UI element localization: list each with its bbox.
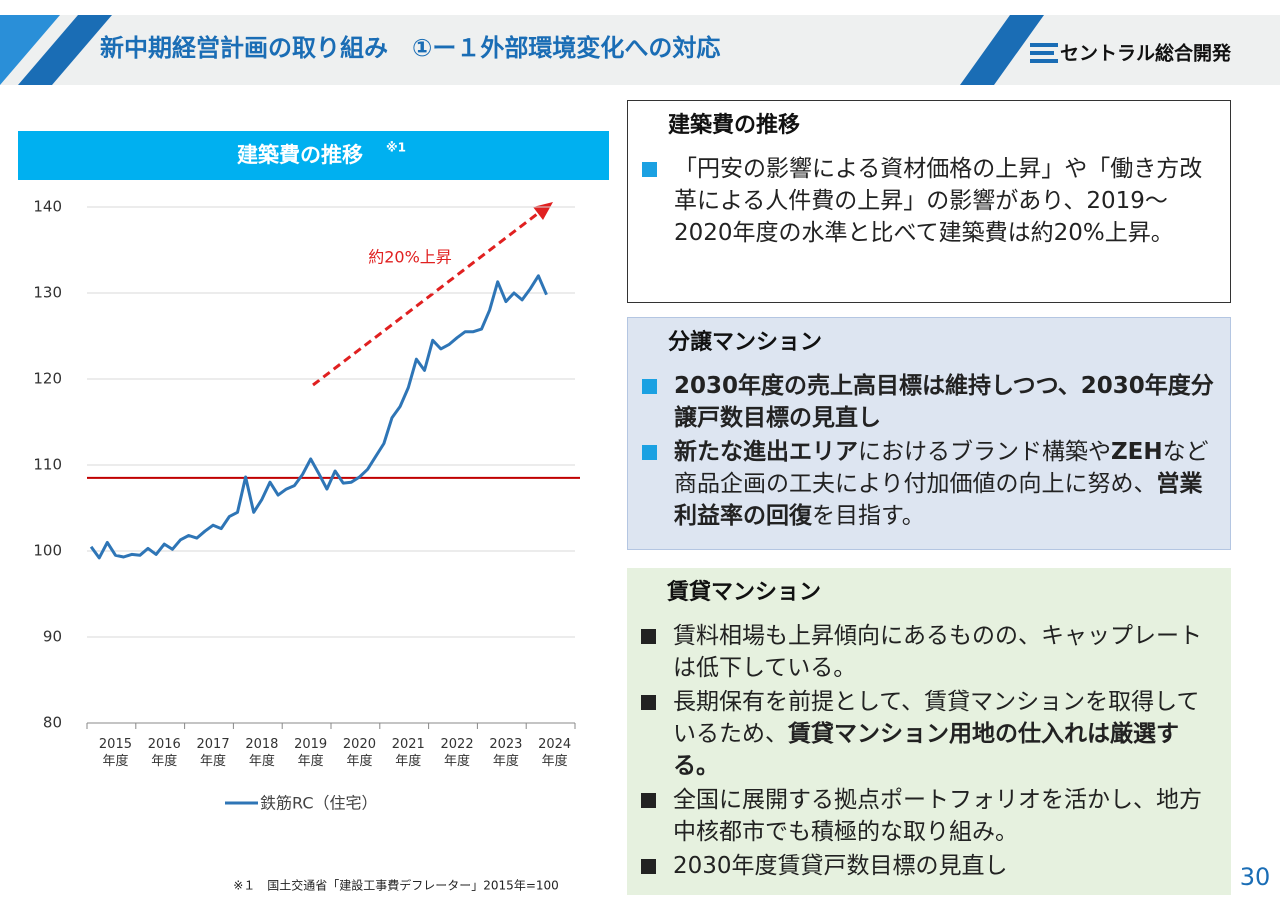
bullet-text: を目指す。 [812, 503, 925, 529]
bullet-marker [642, 162, 657, 177]
logo-text: セントラル総合開発 [1060, 42, 1232, 65]
panel-title: 建築費の推移 [668, 113, 801, 138]
x-tick-label: 2017 年度 [196, 737, 230, 769]
trend-arrow-head [533, 202, 553, 220]
bullet-text: 賃貸マンション用地の仕入れは厳選する。 [673, 721, 1179, 779]
header-band [0, 15, 1280, 85]
panel-title: 分譲マンション [668, 330, 823, 355]
bullet-text: ZEH [1111, 439, 1163, 465]
bullet-text: 賃料相場も上昇傾向にあるものの、キャップレートは低下している。 [673, 623, 1202, 681]
y-tick-label: 130 [33, 284, 62, 302]
bullet: 新たな進出エリアにおけるブランド構築やZEHなど商品企画の工夫により付加価値の向… [642, 436, 1216, 532]
x-tick-label: 2022 年度 [440, 737, 474, 769]
y-tick-label: 100 [33, 542, 62, 560]
text-panel: 建築費の推移「円安の影響による資材価格の上昇」や「働き方改革による人件費の上昇」… [627, 100, 1231, 303]
x-tick-label: 2021 年度 [391, 737, 425, 769]
header-stripe [18, 15, 112, 85]
bullet: 全国に展開する拠点ポートフォリオを活かし、地方中核都市でも積極的な取り組み。 [641, 784, 1217, 848]
bullet-marker [641, 629, 656, 644]
bullet-text: 「円安の影響による資材価格の上昇」や「働き方改革による人件費の上昇」の影響があり… [674, 156, 1203, 246]
header-title: 新中期経営計画の取り組み ①ー１外部環境変化への対応 [100, 34, 720, 62]
bullet-text: 営業利益率の回復 [674, 471, 1203, 529]
bullet-text: 長期保有を前提として、賃貸マンションを取得しているため、 [673, 689, 1200, 747]
bullet-text: 新たな進出エリア [674, 439, 858, 465]
header-stripe [960, 15, 1044, 85]
header-stripe [0, 15, 60, 85]
bullet-marker [641, 793, 656, 808]
bullet-marker [642, 379, 657, 394]
data-line [89, 274, 548, 560]
trend-arrow [312, 206, 546, 387]
x-tick-label: 2016 年度 [147, 737, 181, 769]
x-tick-label: 2018 年度 [245, 737, 279, 769]
y-tick-label: 140 [33, 198, 62, 216]
bullet: 長期保有を前提として、賃貸マンションを取得しているため、賃貸マンション用地の仕入… [641, 686, 1217, 782]
bullet-text: 全国に展開する拠点ポートフォリオを活かし、地方中核都市でも積極的な取り組み。 [673, 787, 1202, 845]
y-tick-label: 80 [43, 714, 62, 732]
x-tick-label: 2015 年度 [98, 737, 132, 769]
chart-title: 建築費の推移 [237, 143, 363, 167]
chart-title-note: ※1 [386, 141, 406, 155]
bullet-text: など商品企画の工夫により付加価値の向上に努め、 [674, 439, 1209, 497]
x-tick-label: 2024 年度 [538, 737, 572, 769]
bullet: 「円安の影響による資材価格の上昇」や「働き方改革による人件費の上昇」の影響があり… [642, 153, 1216, 249]
bullet: 2030年度の売上高目標は維持しつつ、2030年度分譲戸数目標の見直し [642, 370, 1216, 434]
panel-title: 賃貸マンション [667, 580, 822, 605]
bullet-marker [641, 859, 656, 874]
bullet-text: 2030年度賃貸戸数目標の見直し [673, 853, 1008, 879]
x-tick-label: 2019 年度 [294, 737, 328, 769]
bullet: 賃料相場も上昇傾向にあるものの、キャップレートは低下している。 [641, 620, 1217, 684]
text-panel: 賃貸マンション賃料相場も上昇傾向にあるものの、キャップレートは低下している。 長期… [627, 568, 1231, 895]
text-panel: 分譲マンション 2030年度の売上高目標は維持しつつ、2030年度分譲戸数目標の見… [627, 317, 1231, 550]
legend-label: 鉄筋RC（住宅） [260, 794, 378, 813]
logo-mark [1030, 43, 1058, 63]
page-number: 30 [1240, 863, 1271, 891]
bullet: 2030年度賃貸戸数目標の見直し [641, 850, 1217, 882]
bullet-marker [641, 695, 656, 710]
x-tick-label: 2020 年度 [342, 737, 376, 769]
annotation: 約20%上昇 [368, 248, 452, 267]
x-tick-label: 2023 年度 [489, 737, 523, 769]
y-tick-label: 120 [33, 370, 62, 388]
bullet-marker [642, 445, 657, 460]
y-tick-label: 110 [33, 456, 62, 474]
y-tick-label: 90 [43, 628, 62, 646]
footnote: ※１ 国土交通省「建設工事費デフレーター」2015年=100 [233, 878, 559, 893]
chart-title-bar [18, 131, 609, 180]
bullet-text: におけるブランド構築や [858, 439, 1111, 465]
bullet-text: 2030年度の売上高目標は維持しつつ、2030年度分譲戸数目標の見直し [674, 373, 1214, 431]
